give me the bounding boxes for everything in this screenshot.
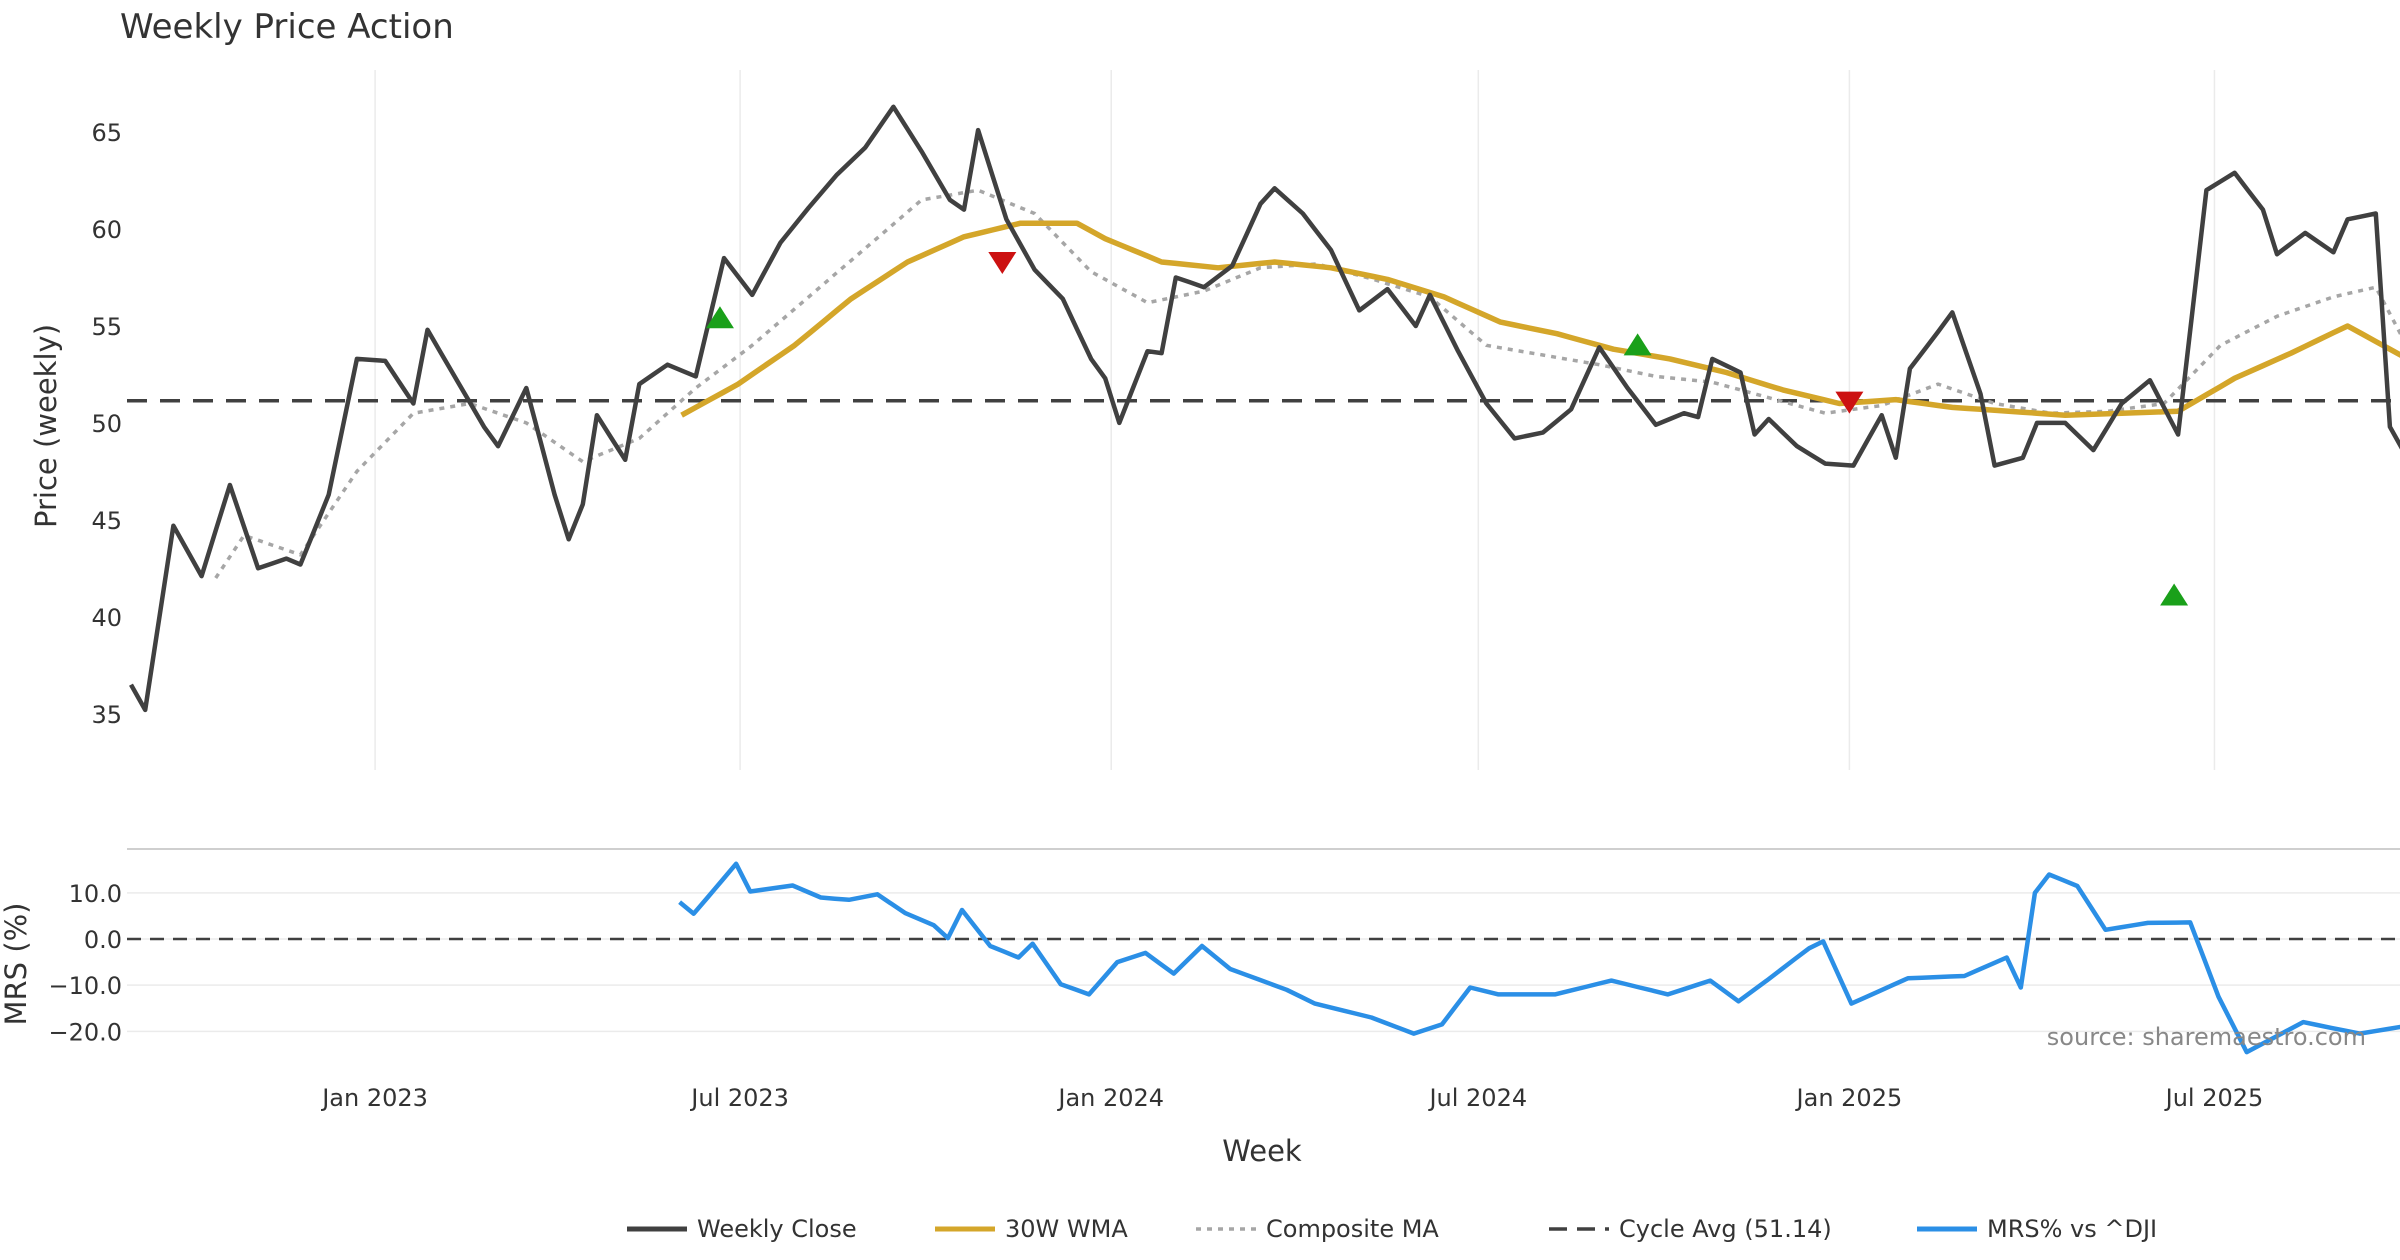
buy-signal-marker xyxy=(2160,583,2189,606)
legend-label-composite: Composite MA xyxy=(1266,1215,1439,1243)
x-tick-label: Jul 2024 xyxy=(1427,1084,1527,1112)
buy-signal-marker xyxy=(1623,333,1652,356)
legend-label-mrs: MRS% vs ^DJI xyxy=(1987,1215,2157,1243)
legend-item-mrs: MRS% vs ^DJI xyxy=(1917,1215,2157,1243)
source-annotation: source: sharemaestro.com xyxy=(2047,1023,2366,1051)
x-tick-label: Jan 2023 xyxy=(320,1084,428,1112)
legend-label-close: Weekly Close xyxy=(697,1215,857,1243)
price-y-tick-label: 40 xyxy=(91,604,122,632)
price-y-tick-label: 50 xyxy=(91,410,122,438)
x-tick-label: Jul 2023 xyxy=(689,1084,789,1112)
mrs-y-tick-label: 0.0 xyxy=(84,926,122,954)
x-axis-ticks: Jan 2023 Jul 2023 Jan 2024 Jul 2024 Jan 2025… xyxy=(320,1084,2263,1112)
x-tick-label: Jul 2025 xyxy=(2164,1084,2264,1112)
price-y-tick-label: 45 xyxy=(91,507,122,535)
composite-ma-line xyxy=(214,188,2400,579)
legend-item-cycle: Cycle Avg (51.14) xyxy=(1549,1215,1832,1243)
legend-item-composite: Composite MA xyxy=(1196,1215,1439,1243)
legend-item-close: Weekly Close xyxy=(627,1215,857,1243)
price-y-tick-label: 65 xyxy=(91,119,122,147)
x-tick-label: Jan 2024 xyxy=(1056,1084,1164,1112)
legend: Weekly Close 30W WMA Composite MA Cycle Avg… xyxy=(627,1215,2157,1243)
chart-title: Weekly Price Action xyxy=(120,7,454,47)
x-axis-title: Week xyxy=(1222,1134,1302,1168)
mrs-y-ticks: 10.0 0.0 −10.0 −20.0 xyxy=(48,880,122,1046)
mrs-y-tick-label: −20.0 xyxy=(48,1018,122,1046)
price-y-ticks: 35 40 45 50 55 60 65 xyxy=(91,119,122,729)
sell-signal-marker xyxy=(988,251,1017,274)
mrs-grid xyxy=(127,892,2400,1033)
price-grid xyxy=(374,70,2216,770)
mrs-line xyxy=(678,861,2400,1055)
mrs-y-tick-label: 10.0 xyxy=(69,880,122,908)
signal-markers xyxy=(705,251,2189,606)
legend-label-cycle: Cycle Avg (51.14) xyxy=(1619,1215,1832,1243)
wma30-line xyxy=(680,220,2400,418)
legend-label-wma: 30W WMA xyxy=(1005,1215,1128,1243)
legend-item-wma: 30W WMA xyxy=(935,1215,1128,1243)
sell-signal-marker xyxy=(1835,391,1864,414)
price-y-axis-title: Price (weekly) xyxy=(29,324,63,528)
weekly-close-line xyxy=(129,104,2400,713)
buy-signal-marker xyxy=(705,306,734,329)
price-y-tick-label: 60 xyxy=(91,216,122,244)
price-y-tick-label: 35 xyxy=(91,701,122,729)
price-y-tick-label: 55 xyxy=(91,313,122,341)
mrs-y-tick-label: −10.0 xyxy=(48,972,122,1000)
mrs-y-axis-title: MRS (%) xyxy=(0,903,33,1026)
x-tick-label: Jan 2025 xyxy=(1795,1084,1903,1112)
